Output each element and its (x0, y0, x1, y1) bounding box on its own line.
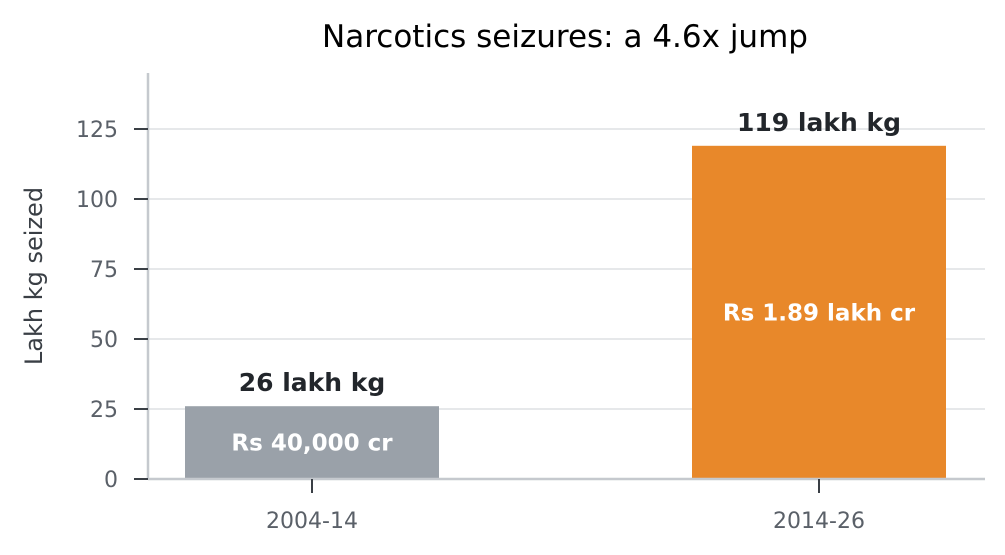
x-tick-label: 2004-14 (266, 509, 358, 534)
chart-title: Narcotics seizures: a 4.6x jump (322, 19, 808, 55)
y-ticks: 0 25 50 75 100 125 (76, 118, 148, 493)
bar (692, 145, 946, 480)
bar-inner-label: Rs 1.89 lakh cr (723, 300, 916, 326)
y-tick-label: 50 (90, 328, 118, 353)
bar-labels: 26 lakh kg Rs 40,000 cr 119 lakh kg Rs 1.89… (231, 108, 915, 457)
bar-inner-label: Rs 40,000 cr (231, 431, 393, 457)
x-ticks: 2004-14 2014-26 (266, 479, 865, 534)
axes (146, 73, 985, 481)
x-tick-label: 2014-26 (773, 509, 865, 534)
bar-value-label: 119 lakh kg (737, 108, 901, 137)
bar-value-label: 26 lakh kg (239, 368, 386, 397)
y-tick-label: 25 (90, 398, 118, 423)
y-tick-label: 75 (90, 258, 118, 283)
y-tick-label: 100 (76, 188, 118, 213)
bars (185, 145, 946, 480)
y-axis-label: Lakh kg seized (20, 187, 48, 365)
bar (185, 406, 439, 479)
y-tick-label: 125 (76, 118, 118, 143)
y-tick-label: 0 (104, 468, 118, 493)
